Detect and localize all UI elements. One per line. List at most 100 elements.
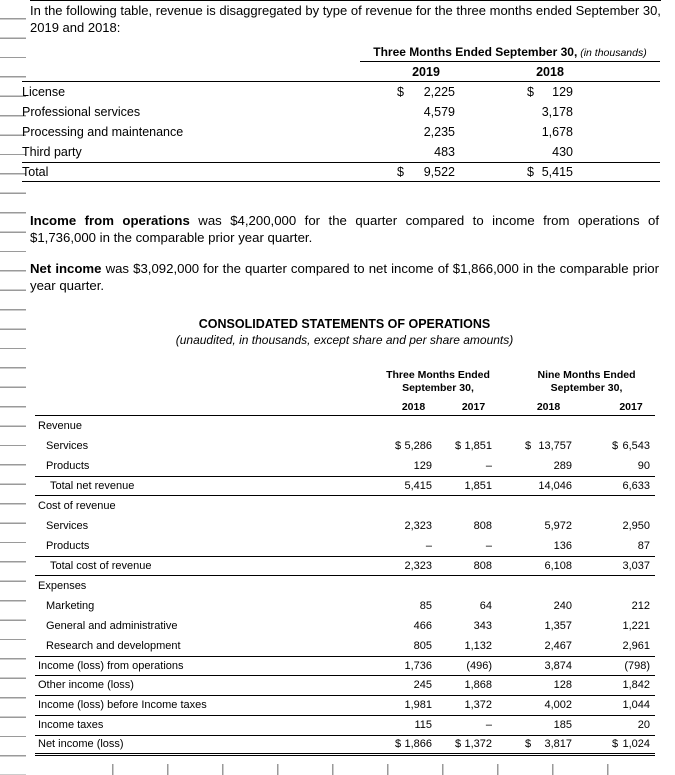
amount-text: 13,757 [538, 439, 572, 452]
currency-symbol: $ [612, 439, 619, 452]
value-cell: 1,736 [378, 660, 438, 672]
amount-text: 3,817 [544, 738, 572, 751]
intro-paragraph: In the following table, revenue is disag… [30, 3, 661, 35]
row-label: Services [46, 519, 89, 532]
amount-text: 128 [553, 679, 572, 692]
amount-text: 1,851 [464, 479, 492, 492]
amount-text: 3,874 [544, 659, 572, 672]
value-cell: 87 [578, 540, 655, 552]
value-cell: 20 [578, 719, 655, 731]
year-header-cell: 2017 [438, 401, 498, 413]
row-label: Total cost of revenue [50, 559, 152, 572]
amount-text: 1,866 [404, 738, 432, 751]
amount-text: 808 [473, 559, 492, 572]
currency-symbol: $ [395, 738, 402, 751]
table-group-header-row: Three Months Ended September 30, (in tho… [22, 44, 660, 62]
row-label: Research and development [46, 639, 181, 652]
value-cell: 805 [378, 640, 438, 652]
value-cell: 115 [378, 719, 438, 731]
table-body: License $2,225 $129 Professional services 4,… [22, 82, 660, 182]
value-cell: $9,522 [360, 165, 490, 179]
value-cell: 1,132 [438, 640, 498, 652]
bottom-column-ticks [112, 764, 662, 775]
value-cell: 6,633 [578, 480, 655, 492]
table-row: Products 129 – 289 90 [35, 456, 655, 476]
value-cell: 1,357 [498, 620, 578, 632]
value-cell: 240 [498, 600, 578, 612]
income-operations-paragraph: Income from operations was $4,200,000 fo… [30, 212, 659, 246]
amount-text: – [425, 539, 432, 552]
value-cell: – [378, 540, 438, 552]
year-header-cell: 2019 [360, 65, 490, 79]
value-cell: 5,972 [498, 520, 578, 532]
amount-text: 805 [413, 639, 432, 652]
table-row: Research and development 805 1,132 2,467 2,9… [35, 636, 655, 656]
amount-text: 6,633 [622, 479, 650, 492]
amount-text: 1,132 [464, 639, 492, 652]
group-header-note: (in thousands) [577, 47, 647, 59]
amount-text: 240 [553, 599, 572, 612]
amount-text: 5,286 [404, 439, 432, 452]
value-cell: 1,851 [438, 480, 498, 492]
amount-text: 1,868 [464, 679, 492, 692]
value-cell: 90 [578, 460, 655, 472]
table-row: Marketing 85 64 240 212 [35, 596, 655, 616]
amount-text: 2,235 [423, 125, 455, 139]
value-cell: $1,851 [438, 440, 498, 452]
amount-text: 136 [553, 539, 572, 552]
value-cell: 1,221 [578, 620, 655, 632]
amount-text: 4,579 [423, 105, 455, 119]
amount-text: 129 [413, 459, 432, 472]
row-label: Net income (loss) [38, 738, 124, 751]
value-cell: 1,868 [438, 679, 498, 691]
value-cell: $129 [490, 85, 660, 99]
amount-text: 2,225 [423, 85, 455, 99]
value-cell: $1,024 [578, 738, 655, 750]
amount-text: 4,002 [544, 699, 572, 712]
amount-text: 808 [473, 519, 492, 532]
value-cell: – [438, 719, 498, 731]
paragraph-text: was $3,092,000 for the quarter compared … [30, 261, 659, 294]
amount-text: 1,044 [622, 699, 650, 712]
value-cell: 3,874 [498, 660, 578, 672]
year-label: 2018 [401, 400, 426, 413]
amount-text: 1,372 [464, 738, 492, 751]
table-row: Third party 483 430 [22, 142, 660, 162]
currency-symbol: $ [455, 738, 462, 751]
amount-text: 1,678 [541, 125, 573, 139]
three-months-group-header: Three Months Ended September 30, [386, 368, 490, 395]
row-label: License [22, 85, 66, 99]
row-label: Total [22, 165, 49, 179]
value-cell: 128 [498, 679, 578, 691]
table-row: Cost of revenue [35, 496, 655, 516]
value-cell: 129 [378, 460, 438, 472]
value-cell: $1,866 [378, 738, 438, 750]
currency-symbol: $ [455, 439, 462, 452]
row-label: Income (loss) before Income taxes [38, 699, 207, 712]
value-cell: 289 [498, 460, 578, 472]
currency-symbol: $ [397, 85, 404, 99]
value-cell: 3,037 [578, 560, 655, 572]
table-year-header-row: 2018 2017 2018 2017 [35, 399, 655, 416]
amount-text: 5,415 [404, 479, 432, 492]
amount-text: 9,522 [423, 165, 455, 179]
revenue-by-type-table: Three Months Ended September 30, (in tho… [22, 44, 660, 182]
value-cell: (496) [438, 660, 498, 672]
currency-symbol: $ [527, 85, 534, 99]
value-cell: 2,323 [378, 560, 438, 572]
amount-text: 129 [552, 85, 573, 99]
amount-text: 1,372 [464, 699, 492, 712]
amount-text: 3,178 [541, 105, 573, 119]
year-header-cell: 2018 [378, 401, 438, 413]
group-header-text: Three Months Ended September 30, [373, 45, 578, 59]
amount-text: (496) [466, 659, 492, 672]
value-cell: $5,286 [378, 440, 438, 452]
statements-of-operations-table: Three Months Ended September 30, Nine Mo… [35, 369, 655, 756]
amount-text: 2,323 [404, 559, 432, 572]
row-label: Processing and maintenance [22, 125, 184, 139]
currency-symbol: $ [525, 439, 532, 452]
value-cell: 1,678 [490, 125, 660, 139]
table-row: Net income (loss) $1,866 $1,372 $3,817 $1,02… [35, 736, 655, 756]
net-income-paragraph: Net income was $3,092,000 for the quarte… [30, 260, 659, 294]
row-label: Income taxes [38, 719, 104, 732]
